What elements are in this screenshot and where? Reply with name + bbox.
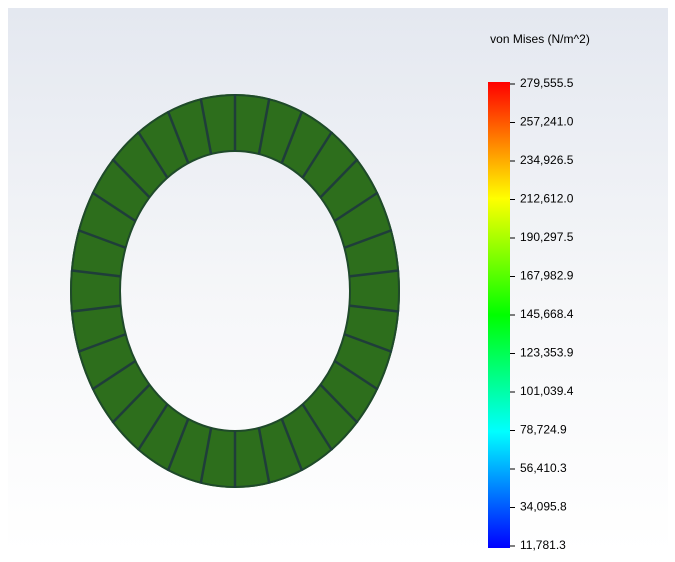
tick-label: 34,095.8 [520,500,567,514]
tick-label: 190,297.5 [520,230,574,244]
tick-label: 11,781.3 [520,538,566,552]
tick-label: 257,241.0 [520,115,574,129]
tick-label: 212,612.0 [520,192,574,206]
tick-label: 167,982.9 [520,269,574,283]
tick-label: 101,039.4 [520,384,574,398]
ring-model [0,0,675,557]
color-scale [488,82,510,548]
tick-label: 234,926.5 [520,153,574,167]
ring-body [0,0,675,557]
tick-label: 56,410.3 [520,461,567,475]
legend-title: von Mises (N/m^2) [490,32,590,46]
tick-label: 145,668.4 [520,307,574,321]
simulation-view: von Mises (N/m^2) 279,555.5 257,241.0 234,… [0,0,675,557]
tick-label: 78,724.9 [520,423,567,437]
tick-label: 279,555.5 [520,76,574,90]
tick-label: 123,353.9 [520,346,574,360]
